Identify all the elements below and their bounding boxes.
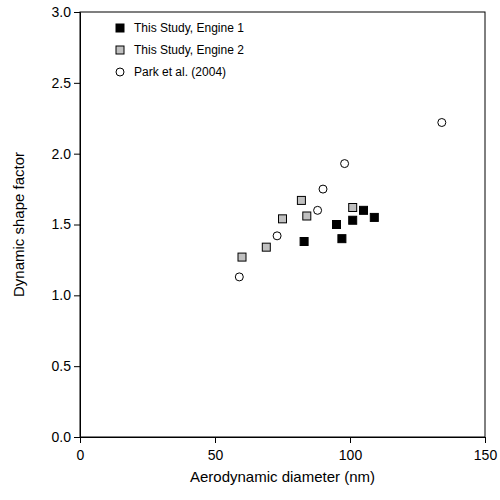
point [273,232,281,240]
point [370,213,378,221]
series [238,196,357,261]
x-tick-mark [350,437,351,443]
y-axis-title: Dynamic shape factor [10,152,27,297]
point [338,235,346,243]
y-tick-mark [74,366,80,367]
point-group [279,215,287,223]
point [262,243,270,251]
legend-marker [116,68,124,76]
y-tick-mark [74,154,80,155]
y-tick: 1.5 [52,216,80,232]
point-group [333,221,341,229]
x-tick-label: 150 [474,447,498,463]
legend-item: This Study, Engine 1 [116,21,244,35]
point-group [235,273,243,281]
legend-label: This Study, Engine 1 [134,21,244,35]
y-tick-mark [74,12,80,13]
x-axis-title: Aerodynamic diameter (nm) [190,468,375,485]
point [341,160,349,168]
y-tick-mark [74,295,80,296]
y-tick-mark [74,437,80,438]
point [279,215,287,223]
legend-key [116,24,124,32]
y-tick-mark [74,225,80,226]
x-tick: 100 [339,437,363,463]
point [238,253,246,261]
point [303,212,311,220]
y-tick-label: 2.5 [52,75,72,91]
points [235,119,445,281]
point-group [438,119,446,127]
y-tick: 3.0 [52,4,80,20]
point [314,206,322,214]
point [349,216,357,224]
point-group [238,253,246,261]
y-tick-label: 1.5 [52,216,72,232]
point-group [262,243,270,251]
point-group [370,213,378,221]
y-tick: 2.0 [52,146,80,162]
point [300,238,308,246]
legend-key [116,68,124,76]
point-group [341,160,349,168]
y-tick-label: 3.0 [52,4,72,20]
y-tick-mark [74,83,80,84]
y-tick-label: 1.0 [52,287,72,303]
x-tick: 50 [208,437,224,463]
legend: This Study, Engine 1 This Study, Engine 2… [116,21,244,79]
y-tick: 0.0 [52,429,80,445]
point-group [338,235,346,243]
legend-marker [116,46,124,54]
point-group [349,216,357,224]
x-tick-mark [485,437,486,443]
legend-key [116,46,124,54]
y-tick: 0.5 [52,358,80,374]
x-tick: 150 [474,437,498,463]
series [235,119,445,281]
point [333,221,341,229]
point [360,206,368,214]
plot-frame [80,12,485,437]
y-tick-label: 0.5 [52,358,72,374]
x-tick-label: 0 [77,447,85,463]
x-axis-line [81,438,486,444]
y-tick: 1.0 [52,287,80,303]
point-group [349,204,357,212]
x-tick-mark [215,437,216,443]
y-tick-label: 0.0 [52,429,72,445]
x-tick: 0 [77,437,85,463]
point-group [314,206,322,214]
x-tick-label: 100 [339,447,363,463]
point-group [303,212,311,220]
legend-label: Park et al. (2004) [134,65,226,79]
point [235,273,243,281]
y-tick: 2.5 [52,75,80,91]
chart: 0 50 100 150 0.0 0.5 1.0 1.5 2.0 2.5 3.0 This Study… [0,0,500,500]
legend-marker [116,24,124,32]
point-group [319,185,327,193]
x-tick-label: 50 [208,447,224,463]
point-group [360,206,368,214]
point [349,204,357,212]
point-group [300,238,308,246]
y-tick-label: 2.0 [52,146,72,162]
point [438,119,446,127]
legend-label: This Study, Engine 2 [134,43,244,57]
point-group [297,196,305,204]
plot: 0 50 100 150 0.0 0.5 1.0 1.5 2.0 2.5 3.0 This Study… [52,4,498,463]
legend-item: Park et al. (2004) [116,65,226,79]
y-axis: 0.0 0.5 1.0 1.5 2.0 2.5 3.0 [52,4,81,445]
x-axis: 0 50 100 150 [77,437,498,463]
point-group [273,232,281,240]
point [297,196,305,204]
legend-item: This Study, Engine 2 [116,43,244,57]
series [300,206,378,245]
point [319,185,327,193]
